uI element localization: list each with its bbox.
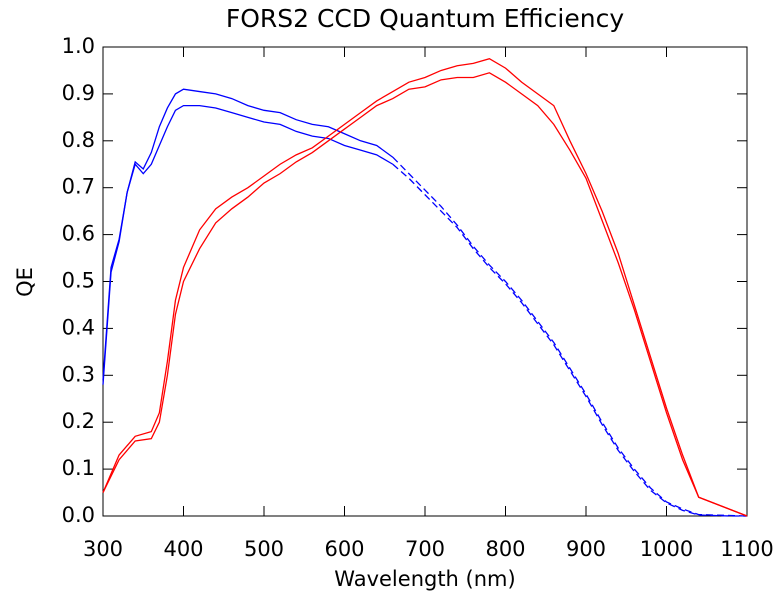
y-tick-label: 0.6 — [62, 222, 95, 246]
chart-title: FORS2 CCD Quantum Efficiency — [226, 4, 625, 33]
x-tick-label: 700 — [405, 537, 445, 561]
y-tick-label: 0.5 — [62, 269, 95, 293]
y-tick-label: 0.4 — [62, 315, 95, 339]
y-tick-label: 0.2 — [62, 409, 95, 433]
x-tick-label: 900 — [566, 537, 606, 561]
y-tick-label: 1.0 — [62, 34, 95, 58]
x-axis-label: Wavelength (nm) — [334, 567, 515, 591]
qe-curve — [392, 156, 748, 517]
x-tick-label: 800 — [485, 537, 525, 561]
y-tick-label: 0.0 — [62, 503, 95, 527]
y-tick-label: 0.8 — [62, 128, 95, 152]
x-tick-label: 300 — [83, 537, 123, 561]
y-axis-label: QE — [13, 267, 37, 297]
y-tick-label: 0.9 — [62, 81, 95, 105]
x-tick-label: 1000 — [640, 537, 693, 561]
y-tick-label: 0.1 — [62, 456, 95, 480]
y-tick-label: 0.3 — [62, 362, 95, 386]
qe-curve — [102, 72, 748, 517]
x-tick-label: 400 — [163, 537, 203, 561]
x-tick-label: 500 — [244, 537, 284, 561]
qe-curve — [392, 163, 747, 517]
x-tick-label: 1100 — [720, 537, 773, 561]
x-tick-label: 600 — [324, 537, 364, 561]
qe-curve — [102, 58, 748, 517]
y-tick-label: 0.7 — [62, 175, 95, 199]
